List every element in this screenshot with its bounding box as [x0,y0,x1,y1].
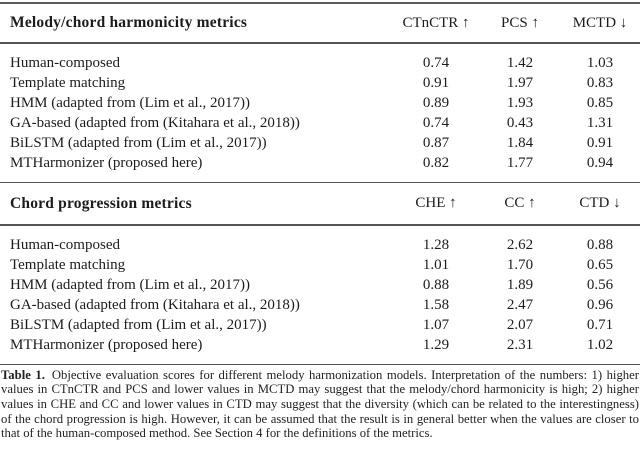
table-top-rule [0,2,640,4]
metric-value-cell: 1.89 [506,277,534,293]
metric-value-cell: 1.29 [422,337,450,353]
metric-value-cell: 0.74 [422,55,450,71]
table-row: HMM (adapted from (Lim et al., 2017)) 0.… [0,94,640,114]
table-row: BiLSTM (adapted from (Lim et al., 2017))… [0,134,640,154]
section-title: Chord progression metrics [10,194,192,212]
section-header-progression: Chord progression metrics CHE ↑ CC ↑ CTD… [0,183,640,224]
metric-value-cell: 1.01 [422,257,450,273]
metric-value-cell: 0.83 [586,75,614,91]
metric-value-cell: 0.65 [586,257,614,273]
model-name-cell: GA-based (adapted from (Kitahara et al.,… [10,115,300,131]
column-header-che: CHE ↑ [415,195,457,211]
header-rule [0,224,640,226]
metric-value-cell: 0.56 [586,277,614,293]
column-header-pcs: PCS ↑ [501,14,539,31]
model-name-cell: BiLSTM (adapted from (Lim et al., 2017)) [10,317,267,333]
metric-value-cell: 0.88 [422,277,450,293]
metric-value-cell: 1.31 [586,115,614,131]
table-row: Template matching 0.91 1.97 0.83 [0,74,640,94]
metric-value-cell: 0.89 [422,95,450,111]
metric-value-cell: 0.85 [586,95,614,111]
metric-value-cell: 1.70 [506,257,534,273]
model-name-cell: BiLSTM (adapted from (Lim et al., 2017)) [10,135,267,151]
section-divider-rule [0,181,640,183]
section-title: Melody/chord harmonicity metrics [10,14,248,31]
table-row: MTHarmonizer (proposed here) 0.82 1.77 0… [0,154,640,174]
column-header-mctd: MCTD ↓ [572,14,628,31]
metric-value-cell: 0.94 [586,155,614,171]
metric-value-cell: 1.42 [506,55,534,71]
metric-value-cell: 2.47 [506,297,534,313]
model-name-cell: HMM (adapted from (Lim et al., 2017)) [10,277,250,293]
metric-value-cell: 1.28 [422,237,450,253]
table-row: HMM (adapted from (Lim et al., 2017)) 0.… [0,276,640,296]
section-header-harmonicity: Melody/chord harmonicity metrics CTnCTR … [0,4,640,42]
metric-value-cell: 0.96 [586,297,614,313]
metric-value-cell: 0.91 [422,75,450,91]
metric-value-cell: 1.93 [506,95,534,111]
model-name-cell: Human-composed [10,55,120,71]
metric-value-cell: 0.91 [586,135,614,151]
model-name-cell: Template matching [10,257,126,273]
table-bottom-rule [0,363,640,365]
model-name-cell: GA-based (adapted from (Kitahara et al.,… [10,297,300,313]
table-caption: Table 1. Objective evaluation scores for … [0,368,640,442]
metric-value-cell: 0.74 [422,115,450,131]
metric-value-cell: 0.88 [586,237,614,253]
metric-value-cell: 1.84 [506,135,534,151]
model-name-cell: MTHarmonizer (proposed here) [10,337,203,353]
table-row: GA-based (adapted from (Kitahara et al.,… [0,114,640,134]
metric-value-cell: 1.03 [586,55,614,71]
model-name-cell: HMM (adapted from (Lim et al., 2017)) [10,95,250,111]
table-row: Template matching 1.01 1.70 0.65 [0,256,640,276]
column-header-ctd: CTD ↓ [579,195,621,211]
table-row: GA-based (adapted from (Kitahara et al.,… [0,296,640,316]
table-row: BiLSTM (adapted from (Lim et al., 2017))… [0,316,640,336]
model-name-cell: Template matching [10,75,126,91]
table-row: Human-composed 1.28 2.62 0.88 [0,236,640,256]
metric-value-cell: 1.02 [586,337,614,353]
metric-value-cell: 0.71 [586,317,614,333]
progression-rows: Human-composed 1.28 2.62 0.88 Template m… [0,226,640,364]
caption-text: Objective evaluation scores for differen… [1,367,639,441]
metric-value-cell: 0.82 [422,155,450,171]
metric-value-cell: 1.58 [422,297,450,313]
header-rule [0,42,640,44]
table-row: Human-composed 0.74 1.42 1.03 [0,54,640,74]
caption-label: Table 1. [1,367,45,382]
metric-value-cell: 0.43 [506,115,534,131]
metric-value-cell: 2.62 [506,237,534,253]
metric-value-cell: 2.07 [506,317,534,333]
model-name-cell: Human-composed [10,237,120,253]
metric-value-cell: 1.07 [422,317,450,333]
column-header-ctnctr: CTnCTR ↑ [402,14,470,31]
metric-value-cell: 1.77 [506,155,534,171]
harmonicity-rows: Human-composed 0.74 1.42 1.03 Template m… [0,44,640,182]
table-row: MTHarmonizer (proposed here) 1.29 2.31 1… [0,336,640,356]
metric-value-cell: 2.31 [506,337,534,353]
metric-value-cell: 1.97 [506,75,534,91]
model-name-cell: MTHarmonizer (proposed here) [10,155,203,171]
column-header-cc: CC ↑ [504,195,536,211]
metric-value-cell: 0.87 [422,135,450,151]
